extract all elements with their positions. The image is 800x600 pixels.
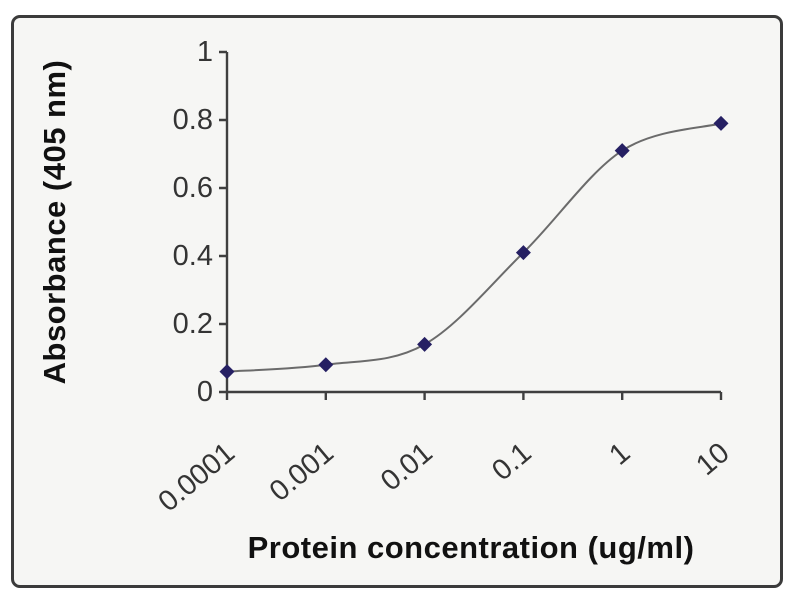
data-point-marker (219, 364, 235, 380)
data-point-marker (614, 143, 630, 159)
series-line (226, 122, 722, 373)
data-point-marker (417, 336, 433, 352)
y-tick-label: 1 (196, 36, 213, 68)
plot-area (219, 50, 729, 400)
y-tick-label: 0.6 (172, 172, 213, 204)
axis-lines (219, 50, 723, 400)
axes (219, 50, 723, 400)
y-axis-title: Absorbance (405 nm) (37, 59, 72, 385)
chart-frame: Absorbance (405 nm) Protein concentratio… (11, 15, 783, 588)
y-tick-label: 0.8 (172, 104, 213, 136)
x-axis-title: Protein concentration (ug/ml) (247, 530, 695, 565)
y-tick-label: 0.4 (172, 240, 213, 272)
y-tick-label: 0 (196, 376, 213, 408)
data-point-marker (515, 245, 531, 261)
data-series (219, 115, 729, 380)
data-point-marker (713, 115, 729, 131)
y-tick-label: 0.2 (172, 308, 213, 340)
data-point-marker (318, 357, 334, 373)
